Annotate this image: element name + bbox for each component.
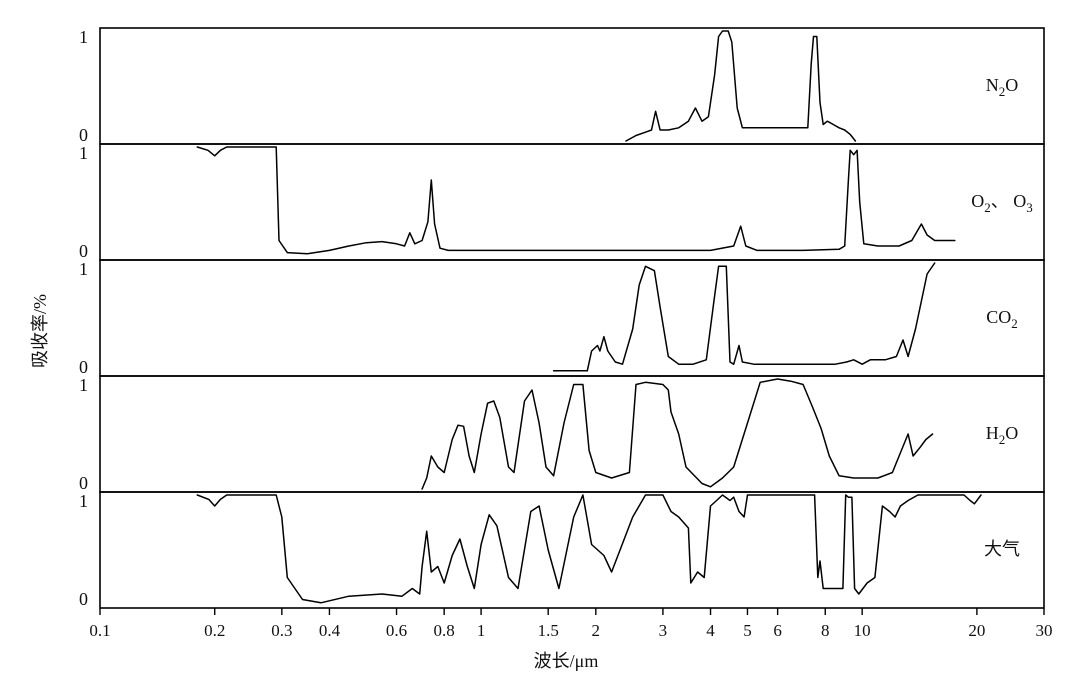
gas-label: O2、 O3 <box>971 191 1033 215</box>
y-tick-label-bottom: 0 <box>79 241 88 261</box>
absorption-curve-3 <box>421 378 934 490</box>
x-tick-label: 6 <box>773 621 782 640</box>
y-tick-label-top: 1 <box>79 143 88 163</box>
panel-0: 1 0 N2O <box>79 27 1045 145</box>
x-axis: 0.1 0.2 0.3 0.4 0.6 0.8 1 1.5 2 3 4 5 6 8 10 20 30 <box>89 608 1053 640</box>
x-tick-label: 5 <box>743 621 752 640</box>
panel-frame <box>99 27 1045 145</box>
x-tick-label: 3 <box>659 621 668 640</box>
x-tick-label: 0.3 <box>271 621 292 640</box>
x-tick-label: 0.4 <box>319 621 341 640</box>
gas-label: 大气 <box>984 539 1020 559</box>
x-tick-label: 1.5 <box>538 621 559 640</box>
absorption-curve-0 <box>625 30 857 142</box>
gas-label: H2O <box>986 423 1019 447</box>
panel-2: 1 0 CO2 <box>79 259 1045 377</box>
x-tick-label: 0.6 <box>386 621 407 640</box>
x-tick-label: 8 <box>821 621 830 640</box>
curves-layer <box>196 30 982 604</box>
y-tick-label-top: 1 <box>79 259 88 279</box>
x-tick-label: 30 <box>1036 621 1053 640</box>
x-tick-label: 0.1 <box>89 621 110 640</box>
y-axis-title: 吸收率/% <box>30 294 50 368</box>
panel-frame <box>99 491 1045 609</box>
x-tick-label: 0.8 <box>434 621 455 640</box>
x-tick-label: 10 <box>854 621 871 640</box>
panel-1: 1 0 O2、 O3 <box>79 143 1045 261</box>
gas-label: N2O <box>986 75 1019 99</box>
y-tick-label-top: 1 <box>79 491 88 511</box>
panel-frame <box>99 143 1045 261</box>
absorption-curve-1 <box>196 146 956 255</box>
absorption-curve-4 <box>196 494 982 604</box>
y-tick-label-bottom: 0 <box>79 473 88 493</box>
panel-frame <box>99 259 1045 377</box>
y-tick-label-bottom: 0 <box>79 589 88 609</box>
x-axis-title: 波长/μm <box>534 651 599 671</box>
absorption-curve-2 <box>552 262 936 372</box>
x-tick-label: 4 <box>706 621 715 640</box>
x-tick-label: 1 <box>477 621 486 640</box>
x-tick-label: 20 <box>968 621 985 640</box>
y-tick-label-top: 1 <box>79 27 88 47</box>
y-tick-label-bottom: 0 <box>79 357 88 377</box>
x-tick-label: 0.2 <box>204 621 225 640</box>
panel-4: 1 0 大气 <box>79 491 1045 609</box>
y-tick-label-bottom: 0 <box>79 125 88 145</box>
gas-label: CO2 <box>986 307 1018 331</box>
y-tick-label-top: 1 <box>79 375 88 395</box>
x-tick-label: 2 <box>592 621 601 640</box>
